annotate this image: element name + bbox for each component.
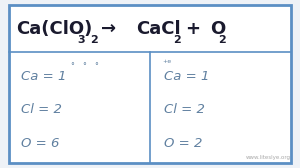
Text: +: + — [185, 20, 200, 38]
Text: 2: 2 — [91, 35, 98, 45]
Text: 2: 2 — [218, 35, 226, 45]
Text: O = 6: O = 6 — [21, 137, 59, 150]
Text: Cl = 2: Cl = 2 — [21, 103, 62, 116]
Text: Ca(ClO: Ca(ClO — [16, 20, 85, 38]
Text: www.liteslye.org: www.liteslye.org — [246, 155, 291, 160]
Text: Ca = 1: Ca = 1 — [21, 70, 66, 83]
Text: 2: 2 — [173, 35, 181, 45]
Text: O = 2: O = 2 — [164, 137, 202, 150]
FancyBboxPatch shape — [9, 5, 291, 163]
Text: O: O — [210, 20, 225, 38]
Text: Cl = 2: Cl = 2 — [164, 103, 204, 116]
Text: CaCl: CaCl — [136, 20, 181, 38]
Text: °: ° — [70, 62, 74, 71]
Text: °: ° — [82, 62, 86, 71]
Text: +e: +e — [162, 59, 171, 64]
Text: 3: 3 — [77, 35, 85, 45]
Text: ): ) — [83, 20, 92, 38]
Text: °: ° — [94, 62, 98, 71]
Text: Ca = 1: Ca = 1 — [164, 70, 209, 83]
Text: →: → — [101, 20, 116, 38]
